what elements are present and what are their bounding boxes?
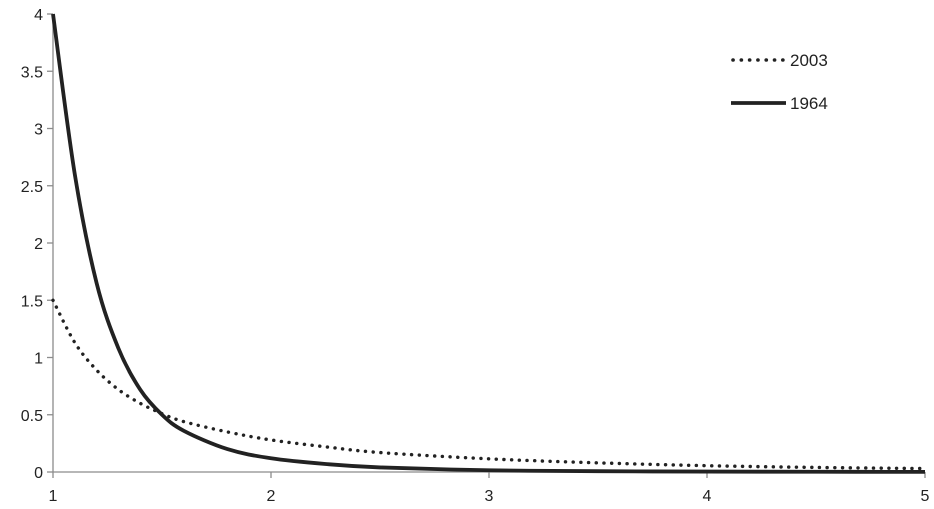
x-tick-label: 4 [703, 488, 712, 505]
y-tick-label: 2.5 [21, 179, 43, 196]
y-tick-label: 3.5 [21, 64, 43, 81]
x-tick-label: 5 [921, 488, 930, 505]
legend-label-1964: 1964 [790, 94, 828, 113]
y-tick-label: 1.5 [21, 293, 43, 310]
y-tick-label: 1 [34, 351, 43, 368]
axis-ticks: 0 0.5 1 1.5 2 2.5 3 3.5 4 1 2 3 4 5 [21, 7, 930, 505]
x-tick-label: 3 [485, 488, 494, 505]
y-tick-label: 0 [34, 465, 43, 482]
x-tick-label: 1 [49, 488, 58, 505]
x-tick-label: 2 [267, 488, 276, 505]
legend-label-2003: 2003 [790, 51, 828, 70]
series-line-1964 [51, 13, 926, 474]
legend: 2003 1964 [731, 51, 828, 113]
series-lines [51, 13, 927, 474]
y-tick-label: 0.5 [21, 408, 43, 425]
axes [52, 14, 925, 473]
y-tick-label: 4 [34, 7, 43, 24]
y-tick-label: 3 [34, 122, 43, 139]
series-line-2003 [51, 298, 927, 471]
y-tick-label: 2 [34, 236, 43, 253]
